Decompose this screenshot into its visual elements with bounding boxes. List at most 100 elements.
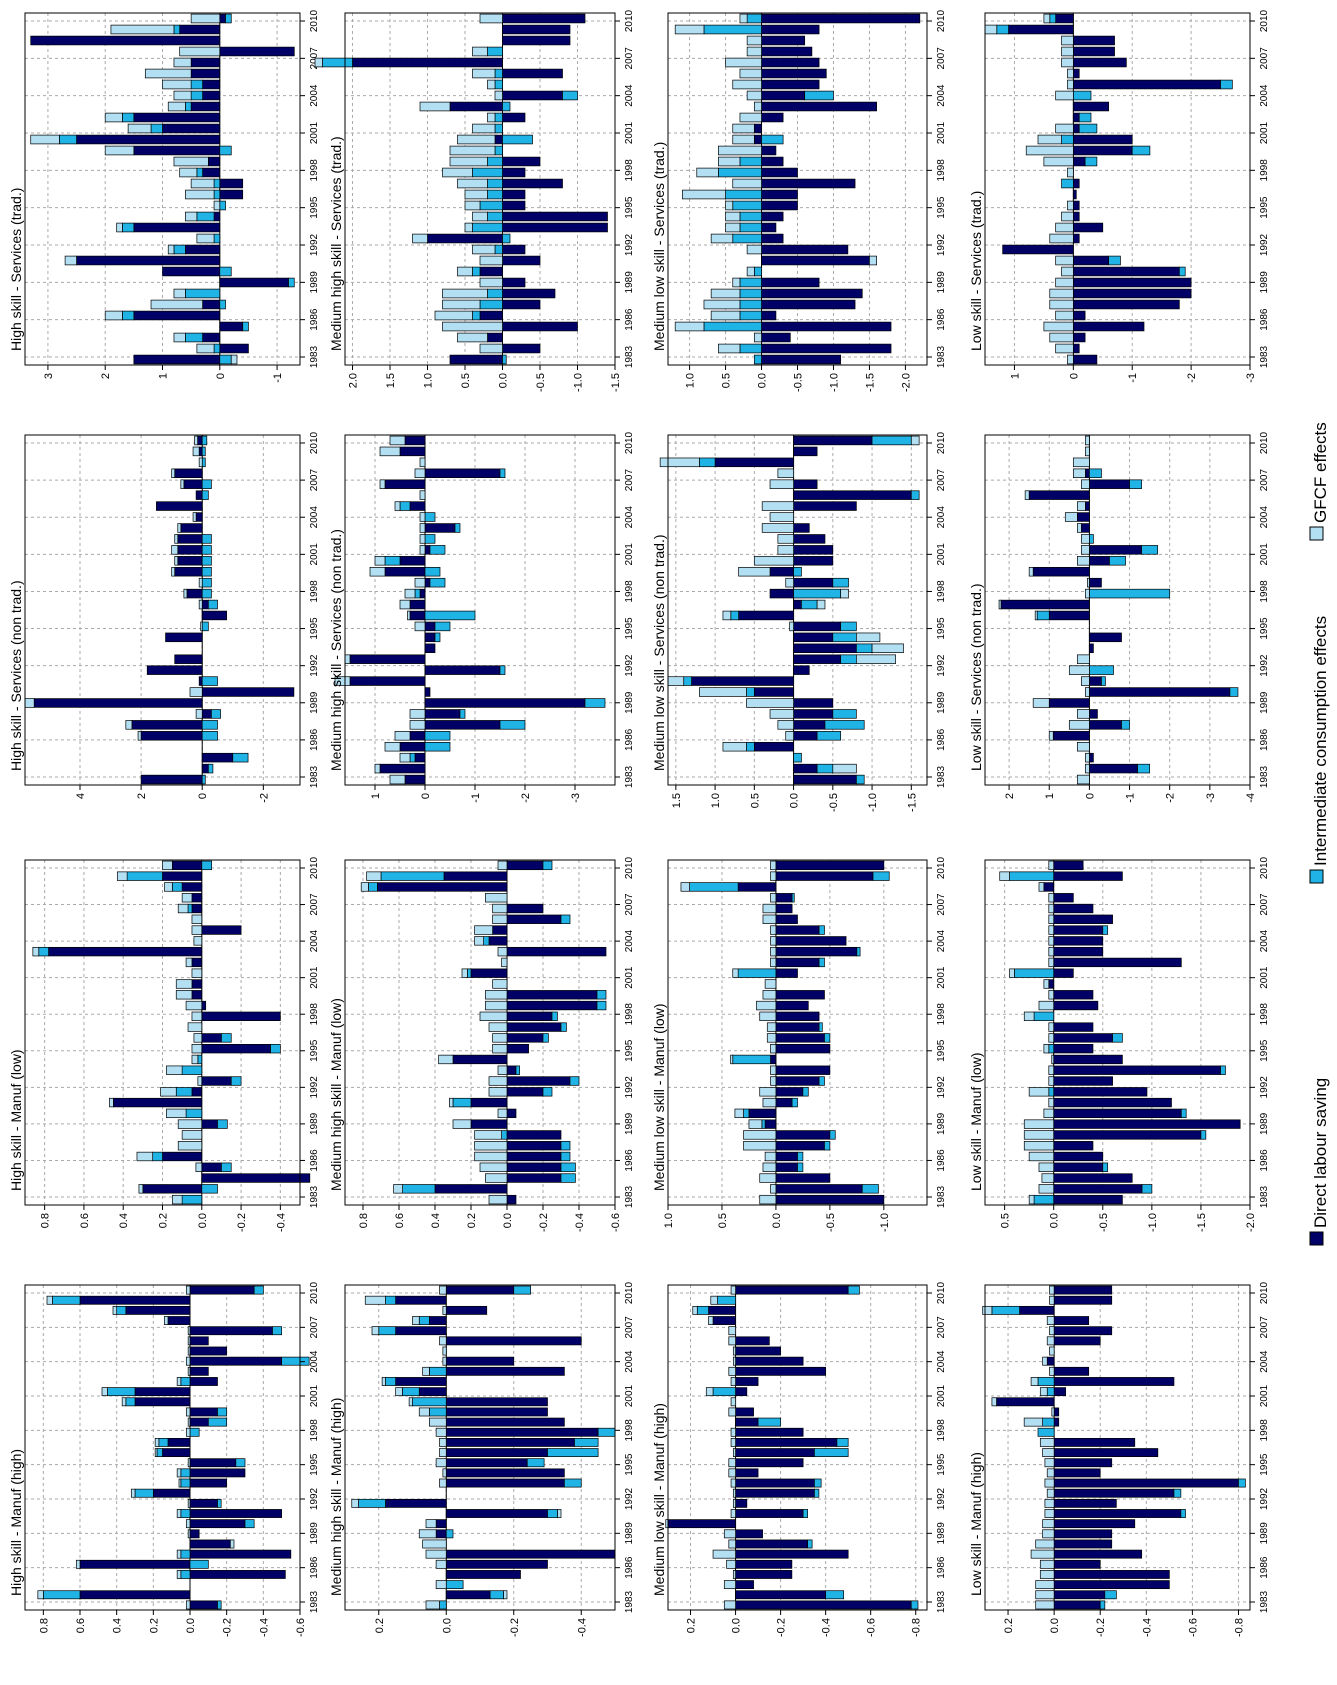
- bar-1-7: [506, 1130, 562, 1140]
- bar-3-2: [393, 1184, 403, 1194]
- bar-1-22: [1072, 123, 1080, 134]
- year-tick-label-5: 1998: [624, 159, 635, 182]
- bar-1-24: [424, 523, 456, 533]
- year-tick-label-4: 1995: [624, 617, 635, 640]
- bar-2-5: [816, 731, 842, 741]
- bar-2-23: [424, 534, 436, 544]
- bar-1-4: [761, 321, 892, 332]
- bar-3-9: [746, 266, 755, 277]
- bar-1-22: [793, 545, 834, 555]
- bar-2-3: [232, 752, 249, 763]
- year-tick-label-4: 1995: [624, 1453, 635, 1476]
- bar-2-3: [185, 332, 203, 343]
- bar-3-17: [488, 1022, 508, 1032]
- bar-1-17: [167, 1438, 191, 1447]
- bar-3-25: [442, 1356, 447, 1366]
- bar-1-3: [201, 752, 234, 763]
- bar-2-30: [116, 1305, 127, 1315]
- panel-frame: [984, 1284, 1251, 1611]
- bar-2-13: [1220, 1065, 1226, 1075]
- bar-3-20: [171, 566, 176, 577]
- bar-2-23: [1089, 534, 1094, 544]
- bar-3-29: [472, 46, 488, 57]
- bar-2-19: [1042, 1417, 1055, 1427]
- bar-2-22: [107, 1387, 136, 1397]
- bar-3-4: [1039, 1570, 1055, 1579]
- bar-1-13: [506, 1065, 517, 1075]
- bar-2-10: [683, 676, 692, 686]
- bar-3-13: [166, 1065, 183, 1075]
- bar-2-6: [180, 1549, 191, 1559]
- value-tick-label-1: -0.6: [1187, 1618, 1199, 1637]
- bar-3-25: [193, 936, 203, 946]
- bar-1-31: [775, 871, 874, 881]
- bar-2-2: [816, 763, 834, 774]
- value-tick-label-5: 0.5: [721, 373, 733, 388]
- bar-1-15: [1072, 200, 1080, 211]
- bar-2-20: [494, 145, 503, 156]
- bar-1-31: [79, 1295, 191, 1305]
- bar-3-1: [759, 1194, 777, 1205]
- year-tick-label-6: 2001: [624, 966, 635, 989]
- year-tick-label-6: 2001: [1259, 966, 1270, 989]
- bar-1-3: [735, 1580, 754, 1590]
- bar-1-15: [761, 200, 798, 211]
- bar-1-19: [424, 577, 431, 588]
- bar-1-24: [1053, 1366, 1090, 1376]
- bar-3-21: [991, 1397, 997, 1407]
- bar-3-14: [438, 1054, 454, 1065]
- year-tick-label-8: 2007: [1259, 469, 1270, 492]
- bar-2-2: [825, 1590, 845, 1600]
- year-tick-label-0: 1983: [936, 1185, 947, 1208]
- bar-1-9: [1053, 1108, 1182, 1119]
- bar-1-23: [177, 534, 203, 544]
- bar-2-16: [156, 1448, 163, 1457]
- bar-2-22: [1046, 1387, 1055, 1397]
- bar-3-20: [485, 990, 508, 1000]
- bar-2-2: [1141, 1184, 1153, 1194]
- bar-2-20: [793, 566, 802, 577]
- bar-1-16: [409, 610, 426, 621]
- panel-16: -3-2-10119831986198919921995199820012004…: [968, 9, 1270, 382]
- bar-2-10: [180, 1509, 191, 1518]
- bar-3-19: [1023, 1417, 1043, 1427]
- bar-2-12: [732, 233, 762, 244]
- bar-1-12: [775, 1076, 820, 1086]
- bar-3-31: [110, 24, 175, 35]
- bar-1-31: [1053, 1295, 1113, 1305]
- year-tick-label-5: 1998: [1259, 580, 1270, 603]
- value-tick-label-3: -0.5: [1098, 1213, 1110, 1232]
- bar-1-10: [761, 255, 870, 266]
- year-tick-label-0: 1983: [936, 345, 947, 368]
- bar-3-22: [732, 968, 739, 978]
- bar-3-7: [743, 1130, 777, 1140]
- bar-2-12: [840, 654, 857, 664]
- bar-1-23: [189, 1377, 218, 1386]
- bar-3-29: [181, 893, 193, 903]
- bar-3-20: [418, 1407, 430, 1417]
- bar-3-10: [449, 1097, 454, 1108]
- bar-1-25: [202, 90, 221, 101]
- bar-2-5: [122, 310, 135, 321]
- bar-3-4: [479, 1162, 508, 1172]
- bar-3-16: [1042, 1448, 1055, 1457]
- bar-1-30: [445, 1305, 488, 1315]
- bar-3-8: [479, 277, 503, 288]
- bar-2-7: [807, 1539, 813, 1549]
- bar-3-12: [130, 1488, 136, 1498]
- value-tick-label-0: -4: [1245, 793, 1257, 803]
- bar-3-7: [1035, 1539, 1055, 1549]
- bar-3-28: [1048, 903, 1055, 914]
- bar-1-26: [793, 501, 857, 511]
- bar-3-29: [485, 893, 508, 903]
- bar-3-12: [196, 233, 215, 244]
- bar-1-27: [793, 490, 912, 500]
- bar-3-22: [777, 545, 794, 555]
- bar-1-32: [735, 1285, 849, 1295]
- bar-3-11: [746, 244, 762, 255]
- year-tick-label-9: 2010: [624, 856, 635, 879]
- bar-1-6: [445, 1549, 616, 1559]
- bar-2-1: [439, 1600, 447, 1610]
- bar-1-26: [409, 501, 426, 511]
- bar-1-10: [691, 676, 794, 686]
